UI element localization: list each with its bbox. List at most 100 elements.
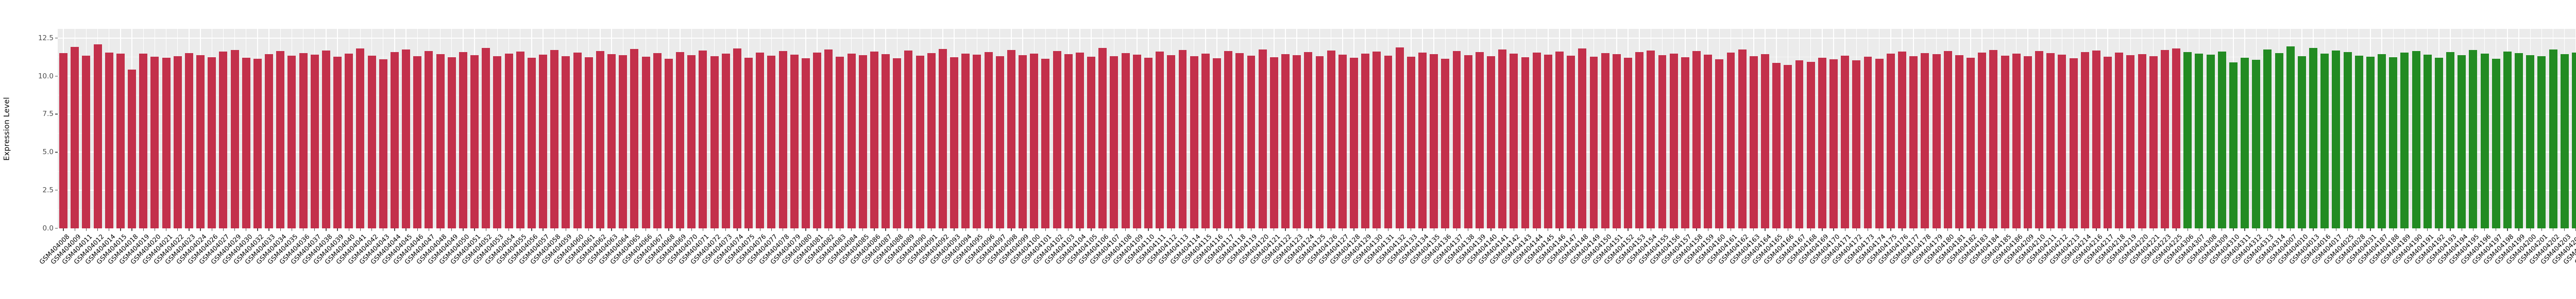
bar[interactable] bbox=[1144, 57, 1153, 228]
bar[interactable] bbox=[1064, 54, 1073, 228]
bar[interactable] bbox=[1761, 54, 1769, 228]
bar[interactable] bbox=[1487, 56, 1495, 228]
bar[interactable] bbox=[379, 59, 387, 228]
bar[interactable] bbox=[1372, 52, 1381, 228]
bar[interactable] bbox=[2160, 50, 2169, 228]
bar[interactable] bbox=[1692, 51, 1701, 228]
bar[interactable] bbox=[1704, 54, 1713, 228]
bar[interactable] bbox=[1589, 56, 1598, 228]
bar[interactable] bbox=[1019, 55, 1027, 228]
bar[interactable] bbox=[1532, 53, 1541, 228]
bar[interactable] bbox=[2058, 54, 2066, 228]
bar[interactable] bbox=[744, 57, 753, 228]
bar[interactable] bbox=[1087, 57, 1096, 228]
bar[interactable] bbox=[93, 44, 102, 228]
bar[interactable] bbox=[641, 57, 650, 228]
bar[interactable] bbox=[1909, 56, 1918, 228]
bar[interactable] bbox=[2400, 52, 2409, 228]
bar[interactable] bbox=[162, 57, 171, 228]
bar[interactable] bbox=[482, 47, 490, 228]
bar[interactable] bbox=[573, 53, 582, 228]
bar[interactable] bbox=[938, 48, 947, 228]
bar[interactable] bbox=[2297, 56, 2306, 228]
bar[interactable] bbox=[2092, 50, 2100, 228]
bar[interactable] bbox=[836, 56, 844, 228]
bar[interactable] bbox=[2343, 52, 2352, 228]
bar[interactable] bbox=[1053, 51, 1061, 228]
bar[interactable] bbox=[1544, 55, 1552, 228]
bar[interactable] bbox=[2571, 52, 2576, 228]
bar[interactable] bbox=[2115, 53, 2124, 228]
bar[interactable] bbox=[596, 51, 604, 228]
bar[interactable] bbox=[801, 58, 810, 228]
bar[interactable] bbox=[230, 50, 239, 228]
bar[interactable] bbox=[813, 52, 822, 228]
bar[interactable] bbox=[425, 51, 433, 228]
bar[interactable] bbox=[973, 55, 981, 228]
bar[interactable] bbox=[2458, 55, 2466, 228]
bar[interactable] bbox=[2138, 54, 2146, 228]
bar[interactable] bbox=[961, 54, 970, 228]
bar[interactable] bbox=[2320, 53, 2329, 228]
bar[interactable] bbox=[310, 55, 319, 228]
bar[interactable] bbox=[550, 50, 559, 228]
bar[interactable] bbox=[893, 58, 902, 228]
bar[interactable] bbox=[2080, 52, 2089, 228]
bar[interactable] bbox=[1395, 47, 1404, 228]
bar[interactable] bbox=[1669, 53, 1678, 228]
bar[interactable] bbox=[1852, 60, 1861, 228]
bar[interactable] bbox=[1338, 54, 1347, 228]
bar[interactable] bbox=[562, 56, 570, 228]
bar[interactable] bbox=[1829, 59, 1838, 228]
bar[interactable] bbox=[995, 56, 1004, 228]
bar[interactable] bbox=[196, 55, 205, 228]
bar[interactable] bbox=[1978, 52, 1987, 228]
bar[interactable] bbox=[2195, 53, 2204, 228]
bar[interactable] bbox=[82, 55, 91, 228]
bar[interactable] bbox=[1406, 57, 1415, 228]
bar[interactable] bbox=[2001, 56, 2009, 228]
bar[interactable] bbox=[619, 55, 628, 228]
bar[interactable] bbox=[504, 53, 513, 228]
bar[interactable] bbox=[1098, 48, 1107, 228]
bar[interactable] bbox=[265, 54, 274, 228]
bar[interactable] bbox=[1361, 53, 1370, 228]
bar[interactable] bbox=[2503, 51, 2512, 228]
bar[interactable] bbox=[1521, 57, 1530, 228]
bar[interactable] bbox=[1967, 57, 1975, 228]
bar[interactable] bbox=[1475, 52, 1484, 228]
bar[interactable] bbox=[2275, 53, 2283, 228]
bar[interactable] bbox=[321, 50, 330, 228]
bar[interactable] bbox=[984, 52, 993, 228]
bar[interactable] bbox=[2241, 57, 2249, 228]
bar[interactable] bbox=[459, 52, 467, 228]
bar[interactable] bbox=[367, 56, 376, 228]
bar[interactable] bbox=[2263, 49, 2272, 228]
bar[interactable] bbox=[584, 57, 593, 228]
bar[interactable] bbox=[2423, 54, 2432, 228]
bar[interactable] bbox=[1784, 65, 1792, 228]
bar[interactable] bbox=[1156, 52, 1164, 228]
bar[interactable] bbox=[1132, 54, 1141, 228]
bar[interactable] bbox=[882, 54, 890, 228]
bar[interactable] bbox=[950, 57, 959, 228]
bar[interactable] bbox=[1030, 53, 1039, 228]
bar[interactable] bbox=[2332, 50, 2341, 228]
bar[interactable] bbox=[105, 52, 113, 228]
bar[interactable] bbox=[2434, 58, 2443, 228]
bar[interactable] bbox=[1213, 58, 1221, 228]
bar[interactable] bbox=[1932, 54, 1941, 228]
bar[interactable] bbox=[767, 55, 776, 228]
bar[interactable] bbox=[1281, 54, 1290, 228]
bar[interactable] bbox=[1795, 60, 1804, 228]
bar[interactable] bbox=[904, 51, 913, 228]
bar[interactable] bbox=[1841, 55, 1850, 228]
bar[interactable] bbox=[1110, 56, 1118, 228]
bar[interactable] bbox=[2229, 62, 2238, 228]
bar[interactable] bbox=[2069, 58, 2078, 228]
bar[interactable] bbox=[1121, 53, 1130, 228]
bar[interactable] bbox=[2206, 55, 2215, 228]
bar[interactable] bbox=[2023, 56, 2032, 228]
bar[interactable] bbox=[1247, 56, 1256, 228]
bar[interactable] bbox=[287, 56, 296, 228]
